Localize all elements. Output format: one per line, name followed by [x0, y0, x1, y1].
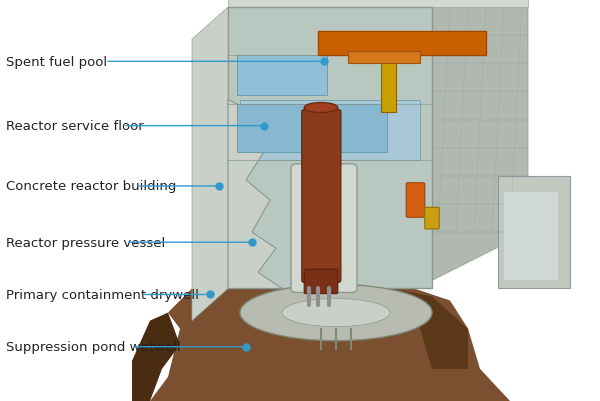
- FancyBboxPatch shape: [302, 110, 341, 283]
- Polygon shape: [150, 281, 510, 401]
- Polygon shape: [132, 313, 180, 401]
- Polygon shape: [192, 8, 228, 321]
- FancyBboxPatch shape: [425, 208, 439, 229]
- FancyBboxPatch shape: [240, 100, 420, 160]
- Ellipse shape: [282, 299, 390, 327]
- Text: Suppression pond wetwell: Suppression pond wetwell: [6, 340, 181, 353]
- Text: Reactor service floor: Reactor service floor: [6, 120, 144, 133]
- FancyBboxPatch shape: [381, 56, 396, 112]
- FancyBboxPatch shape: [237, 56, 327, 96]
- Ellipse shape: [304, 103, 338, 113]
- FancyBboxPatch shape: [228, 8, 432, 289]
- Polygon shape: [390, 289, 468, 369]
- FancyBboxPatch shape: [237, 104, 387, 152]
- Text: Primary containment drywell: Primary containment drywell: [6, 288, 199, 301]
- FancyBboxPatch shape: [504, 192, 558, 281]
- FancyBboxPatch shape: [291, 164, 357, 293]
- Text: Concrete reactor building: Concrete reactor building: [6, 180, 176, 193]
- FancyBboxPatch shape: [304, 269, 338, 294]
- Text: Spent fuel pool: Spent fuel pool: [6, 56, 107, 69]
- Ellipse shape: [240, 285, 432, 341]
- Polygon shape: [228, 0, 528, 8]
- FancyBboxPatch shape: [318, 32, 486, 56]
- FancyBboxPatch shape: [406, 183, 425, 218]
- Polygon shape: [228, 100, 282, 289]
- FancyBboxPatch shape: [498, 176, 570, 289]
- Text: Reactor pressure vessel: Reactor pressure vessel: [6, 236, 165, 249]
- FancyBboxPatch shape: [348, 52, 420, 64]
- Polygon shape: [432, 8, 528, 281]
